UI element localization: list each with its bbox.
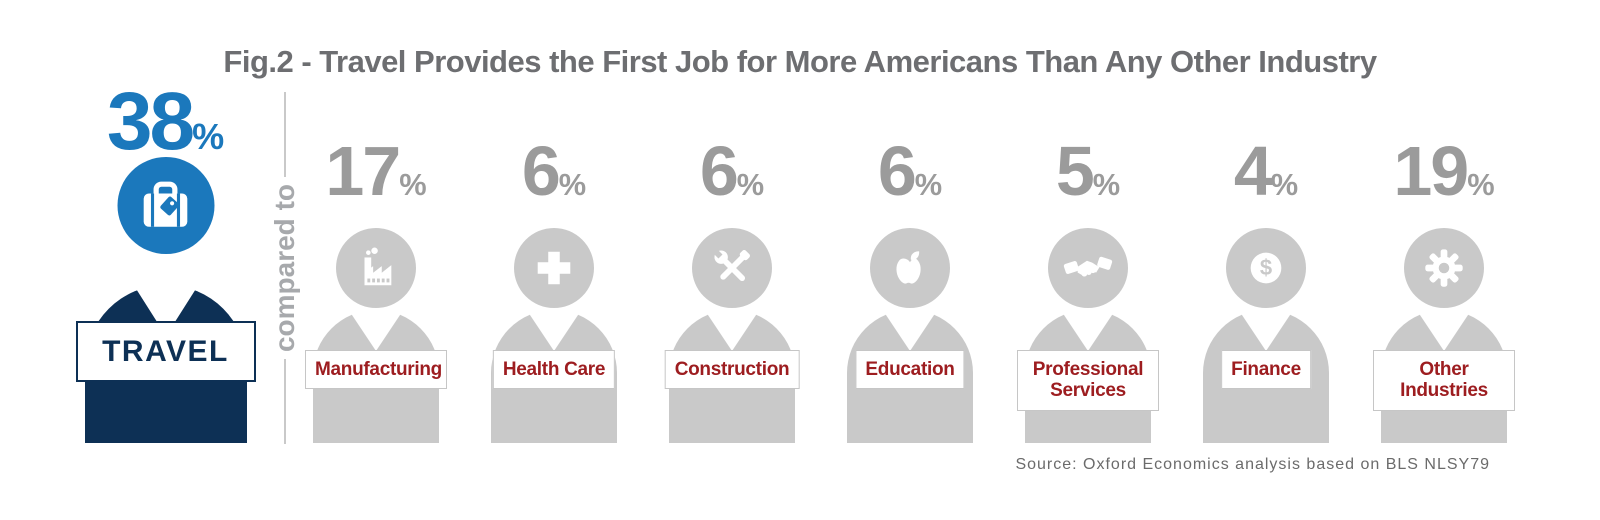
medical-cross-icon [531, 245, 577, 291]
travel-label-box: TRAVEL [75, 321, 256, 383]
industry-person-pictogram: Construction [643, 228, 821, 443]
compared-to-divider: compared to [269, 92, 301, 444]
industry-person-head [336, 228, 416, 308]
travel-figure: 38% TRAVEL [58, 81, 273, 444]
industry-person-pictogram: Health Care [465, 228, 643, 443]
industry-label: Construction [664, 350, 800, 390]
source-note: Source: Oxford Economics analysis based … [1015, 456, 1490, 473]
industry-percent-value: 19 [1393, 132, 1469, 210]
industry-percent: 17% [287, 136, 465, 206]
svg-text:$: $ [1260, 255, 1272, 280]
industry-percent-sign: % [558, 167, 587, 202]
industry-column-manufacturing: 17% Manufacturing [287, 136, 465, 443]
industry-person-head [1048, 228, 1128, 308]
industry-percent-sign: % [1467, 167, 1495, 202]
industry-person-head: $ [1226, 228, 1306, 308]
industry-label: Other Industries [1373, 350, 1515, 411]
factory-icon [353, 245, 399, 291]
industry-person-pictogram: Other Industries [1355, 228, 1533, 443]
industry-label: Professional Services [1017, 350, 1159, 411]
travel-person-head [117, 157, 214, 255]
industry-person-pictogram: Education [821, 228, 999, 443]
industry-percent-value: 5 [1055, 132, 1095, 210]
industry-column-construction: 6% Construction [643, 136, 821, 443]
industry-percent-value: 6 [699, 132, 739, 210]
industry-percent-value: 17 [325, 132, 401, 210]
travel-percent-value: 38 [106, 76, 195, 167]
industry-percent: 5% [999, 136, 1177, 206]
industry-percent-sign: % [736, 167, 765, 202]
figure-title: Fig.2 - Travel Provides the First Job fo… [223, 44, 1377, 79]
industry-label: Education [855, 350, 965, 390]
industry-percent-sign: % [914, 167, 943, 202]
divider-line-top [284, 92, 286, 177]
industry-percent: 6% [821, 136, 999, 206]
industry-percent: 19% [1355, 136, 1533, 206]
industry-label: Health Care [492, 350, 616, 390]
industry-percent-value: 6 [521, 132, 561, 210]
industry-percent-value: 4 [1233, 132, 1273, 210]
industry-person-head [870, 228, 950, 308]
industry-column-finance: 4% $ Finance [1177, 136, 1355, 443]
industry-percent: 4% [1177, 136, 1355, 206]
industry-column-professional-services: 5% Professional Services [999, 136, 1177, 443]
industry-person-pictogram: Manufacturing [287, 228, 465, 443]
industry-label: Finance [1221, 350, 1311, 390]
industry-person-head [514, 228, 594, 308]
industry-percent-value: 6 [877, 132, 917, 210]
dollar-icon: $ [1243, 245, 1289, 291]
gear-icon [1421, 245, 1467, 291]
industry-column-other-industries: 19% Other Industries [1355, 136, 1533, 443]
industry-person-pictogram: $ Finance [1177, 228, 1355, 443]
industry-column-education: 6% Education [821, 136, 999, 443]
handshake-icon [1063, 243, 1113, 293]
travel-percent-sign: % [192, 116, 225, 157]
travel-person-pictogram: TRAVEL [58, 157, 273, 444]
apple-icon [887, 245, 933, 291]
industry-percent: 6% [643, 136, 821, 206]
industry-person-head [692, 228, 772, 308]
industry-percent-sign: % [1092, 167, 1121, 202]
industry-person-pictogram: Professional Services [999, 228, 1177, 443]
industry-column-health-care: 6% Health Care [465, 136, 643, 443]
suitcase-icon [139, 179, 193, 233]
industry-person-head [1404, 228, 1484, 308]
tools-icon [709, 245, 755, 291]
travel-percent: 38% [58, 81, 273, 163]
divider-line-bottom [284, 359, 286, 444]
industry-percent-sign: % [399, 167, 427, 202]
industry-label: Manufacturing [305, 350, 447, 390]
industry-percent-sign: % [1270, 167, 1299, 202]
industries-row: 17% Manufacturing 6% Health Care [287, 136, 1533, 443]
industry-percent: 6% [465, 136, 643, 206]
travel-label: TRAVEL [102, 334, 229, 368]
